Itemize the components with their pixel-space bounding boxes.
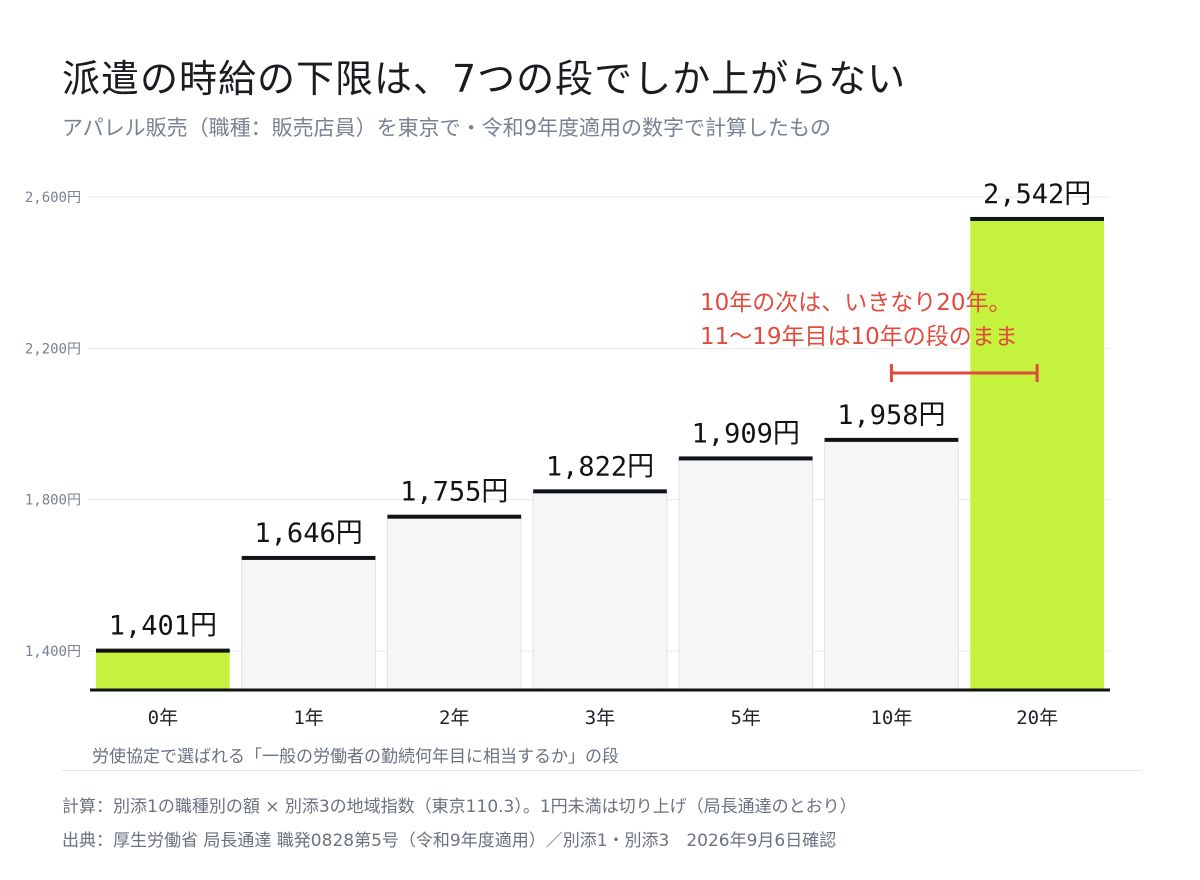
value-label: 2,542円 xyxy=(983,179,1091,210)
x-tick-label: 3年 xyxy=(585,707,615,729)
y-axis-ticks: 1,400円 1,800円 2,200円 2,600円 xyxy=(25,190,81,660)
y-tick-label: 2,200円 xyxy=(25,341,81,357)
x-tick-label: 20年 xyxy=(1016,707,1058,729)
calculation-note: 計算：別添1の職種別の額 × 別添3の地域指数（東京110.3）。1円未満は切り… xyxy=(62,797,857,817)
bar xyxy=(824,439,959,691)
y-tick-label: 2,600円 xyxy=(25,190,81,206)
annotation-text: 11〜19年目は10年の段のまま xyxy=(700,324,1018,350)
bar xyxy=(970,218,1104,690)
x-tick-label: 2年 xyxy=(439,707,469,729)
annotation: 10年の次は、いきなり20年。 11〜19年目は10年の段のまま xyxy=(700,290,1039,382)
value-label: 1,909円 xyxy=(692,418,800,449)
bar xyxy=(532,490,668,691)
chart-subtitle: アパレル販売（職種：販売店員）を東京で・令和9年度適用の数字で計算したもの xyxy=(62,116,831,140)
y-tick-label: 1,400円 xyxy=(25,644,81,660)
bar-cap xyxy=(533,489,667,494)
x-tick-label: 0年 xyxy=(148,707,178,729)
annotation-text: 10年の次は、いきなり20年。 xyxy=(700,290,1012,316)
bar-cap xyxy=(387,514,522,519)
value-label: 1,646円 xyxy=(254,518,362,549)
bar-cap xyxy=(96,648,230,653)
bar xyxy=(241,557,376,691)
bar-cap xyxy=(678,456,813,461)
bar-cap xyxy=(241,555,376,560)
value-label: 1,822円 xyxy=(546,451,654,482)
bar xyxy=(96,650,230,690)
source-note: 出典：厚生労働省 局長通達 職発0828第5号（令和9年度適用）／別添1・別添3… xyxy=(62,831,837,851)
x-tick-label: 5年 xyxy=(730,707,760,729)
chart-title: 派遣の時給の下限は、7つの段でしか上がらない xyxy=(62,57,907,101)
bar xyxy=(678,457,814,691)
bar-cap xyxy=(970,216,1104,221)
bars: 1,401円 1,646円 1,755円 1,822円 1,909円 1,958円 2,54… xyxy=(90,179,1110,692)
bar xyxy=(386,516,522,691)
x-tick-label: 1年 xyxy=(293,707,323,729)
value-label: 1,755円 xyxy=(400,477,508,508)
value-label: 1,958円 xyxy=(837,400,945,431)
x-axis-ticks: 0年 1年 2年 3年 5年 10年 20年 xyxy=(148,707,1058,729)
x-tick-label: 10年 xyxy=(870,707,912,729)
x-axis-caption: 労使協定で選ばれる「一般の労働者の勤続何年目に相当するか」の段 xyxy=(92,747,619,767)
footer-divider xyxy=(62,770,1142,771)
value-label: 1,401円 xyxy=(109,611,217,642)
y-tick-label: 1,800円 xyxy=(25,493,81,509)
bar-cap xyxy=(824,437,959,442)
